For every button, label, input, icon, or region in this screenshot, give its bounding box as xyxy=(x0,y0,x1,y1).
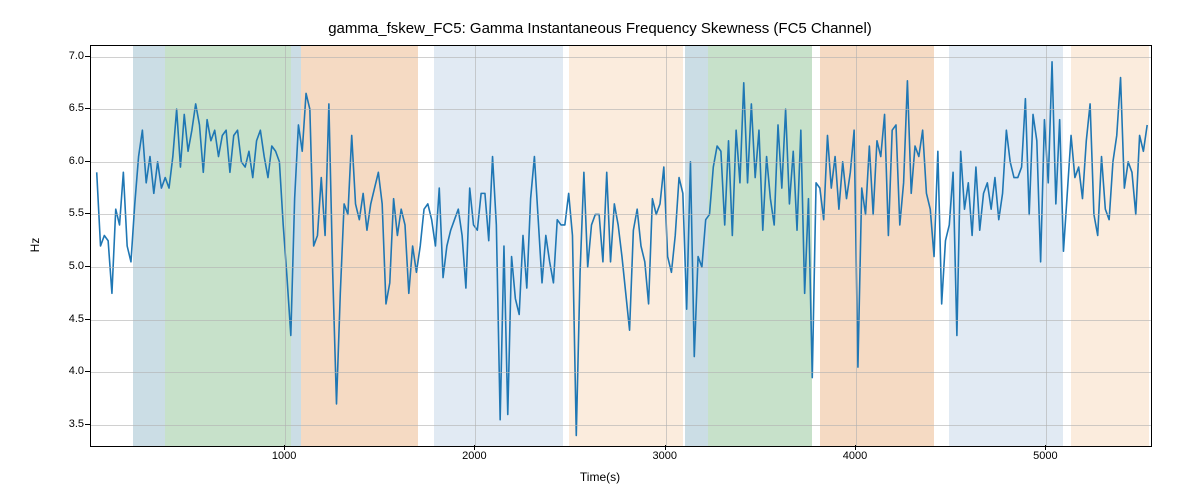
grid-line xyxy=(91,425,1151,426)
x-tick-label: 1000 xyxy=(272,450,296,462)
x-tick-label: 5000 xyxy=(1033,450,1057,462)
grid-line xyxy=(285,46,286,446)
x-tick xyxy=(284,445,285,450)
data-line xyxy=(97,62,1147,436)
x-tick-label: 3000 xyxy=(652,450,676,462)
grid-line xyxy=(856,46,857,446)
y-axis-label: Hz xyxy=(28,238,42,253)
y-tick xyxy=(85,266,90,267)
y-tick-label: 3.5 xyxy=(44,418,84,430)
grid-line xyxy=(91,372,1151,373)
line-series xyxy=(91,46,1151,446)
grid-line xyxy=(475,46,476,446)
y-tick-label: 5.0 xyxy=(44,260,84,272)
grid-line xyxy=(91,320,1151,321)
y-tick xyxy=(85,319,90,320)
y-tick xyxy=(85,108,90,109)
x-tick xyxy=(855,445,856,450)
y-tick-label: 7.0 xyxy=(44,50,84,62)
grid-line xyxy=(91,267,1151,268)
x-axis-label: Time(s) xyxy=(0,470,1200,484)
grid-line xyxy=(91,109,1151,110)
y-tick-label: 4.5 xyxy=(44,313,84,325)
x-tick xyxy=(474,445,475,450)
y-tick xyxy=(85,161,90,162)
grid-line xyxy=(1046,46,1047,446)
y-tick-label: 6.5 xyxy=(44,102,84,114)
y-tick xyxy=(85,371,90,372)
y-tick-label: 6.0 xyxy=(44,155,84,167)
grid-line xyxy=(91,162,1151,163)
plot-area xyxy=(90,45,1152,447)
x-tick xyxy=(665,445,666,450)
grid-line xyxy=(91,214,1151,215)
x-tick xyxy=(1045,445,1046,450)
y-tick-label: 5.5 xyxy=(44,207,84,219)
y-tick xyxy=(85,213,90,214)
y-tick xyxy=(85,424,90,425)
grid-line xyxy=(91,57,1151,58)
chart-title: gamma_fskew_FC5: Gamma Instantaneous Fre… xyxy=(0,20,1200,37)
y-tick-label: 4.0 xyxy=(44,365,84,377)
x-tick-label: 4000 xyxy=(843,450,867,462)
x-tick-label: 2000 xyxy=(462,450,486,462)
y-tick xyxy=(85,56,90,57)
figure: gamma_fskew_FC5: Gamma Instantaneous Fre… xyxy=(0,0,1200,500)
grid-line xyxy=(666,46,667,446)
